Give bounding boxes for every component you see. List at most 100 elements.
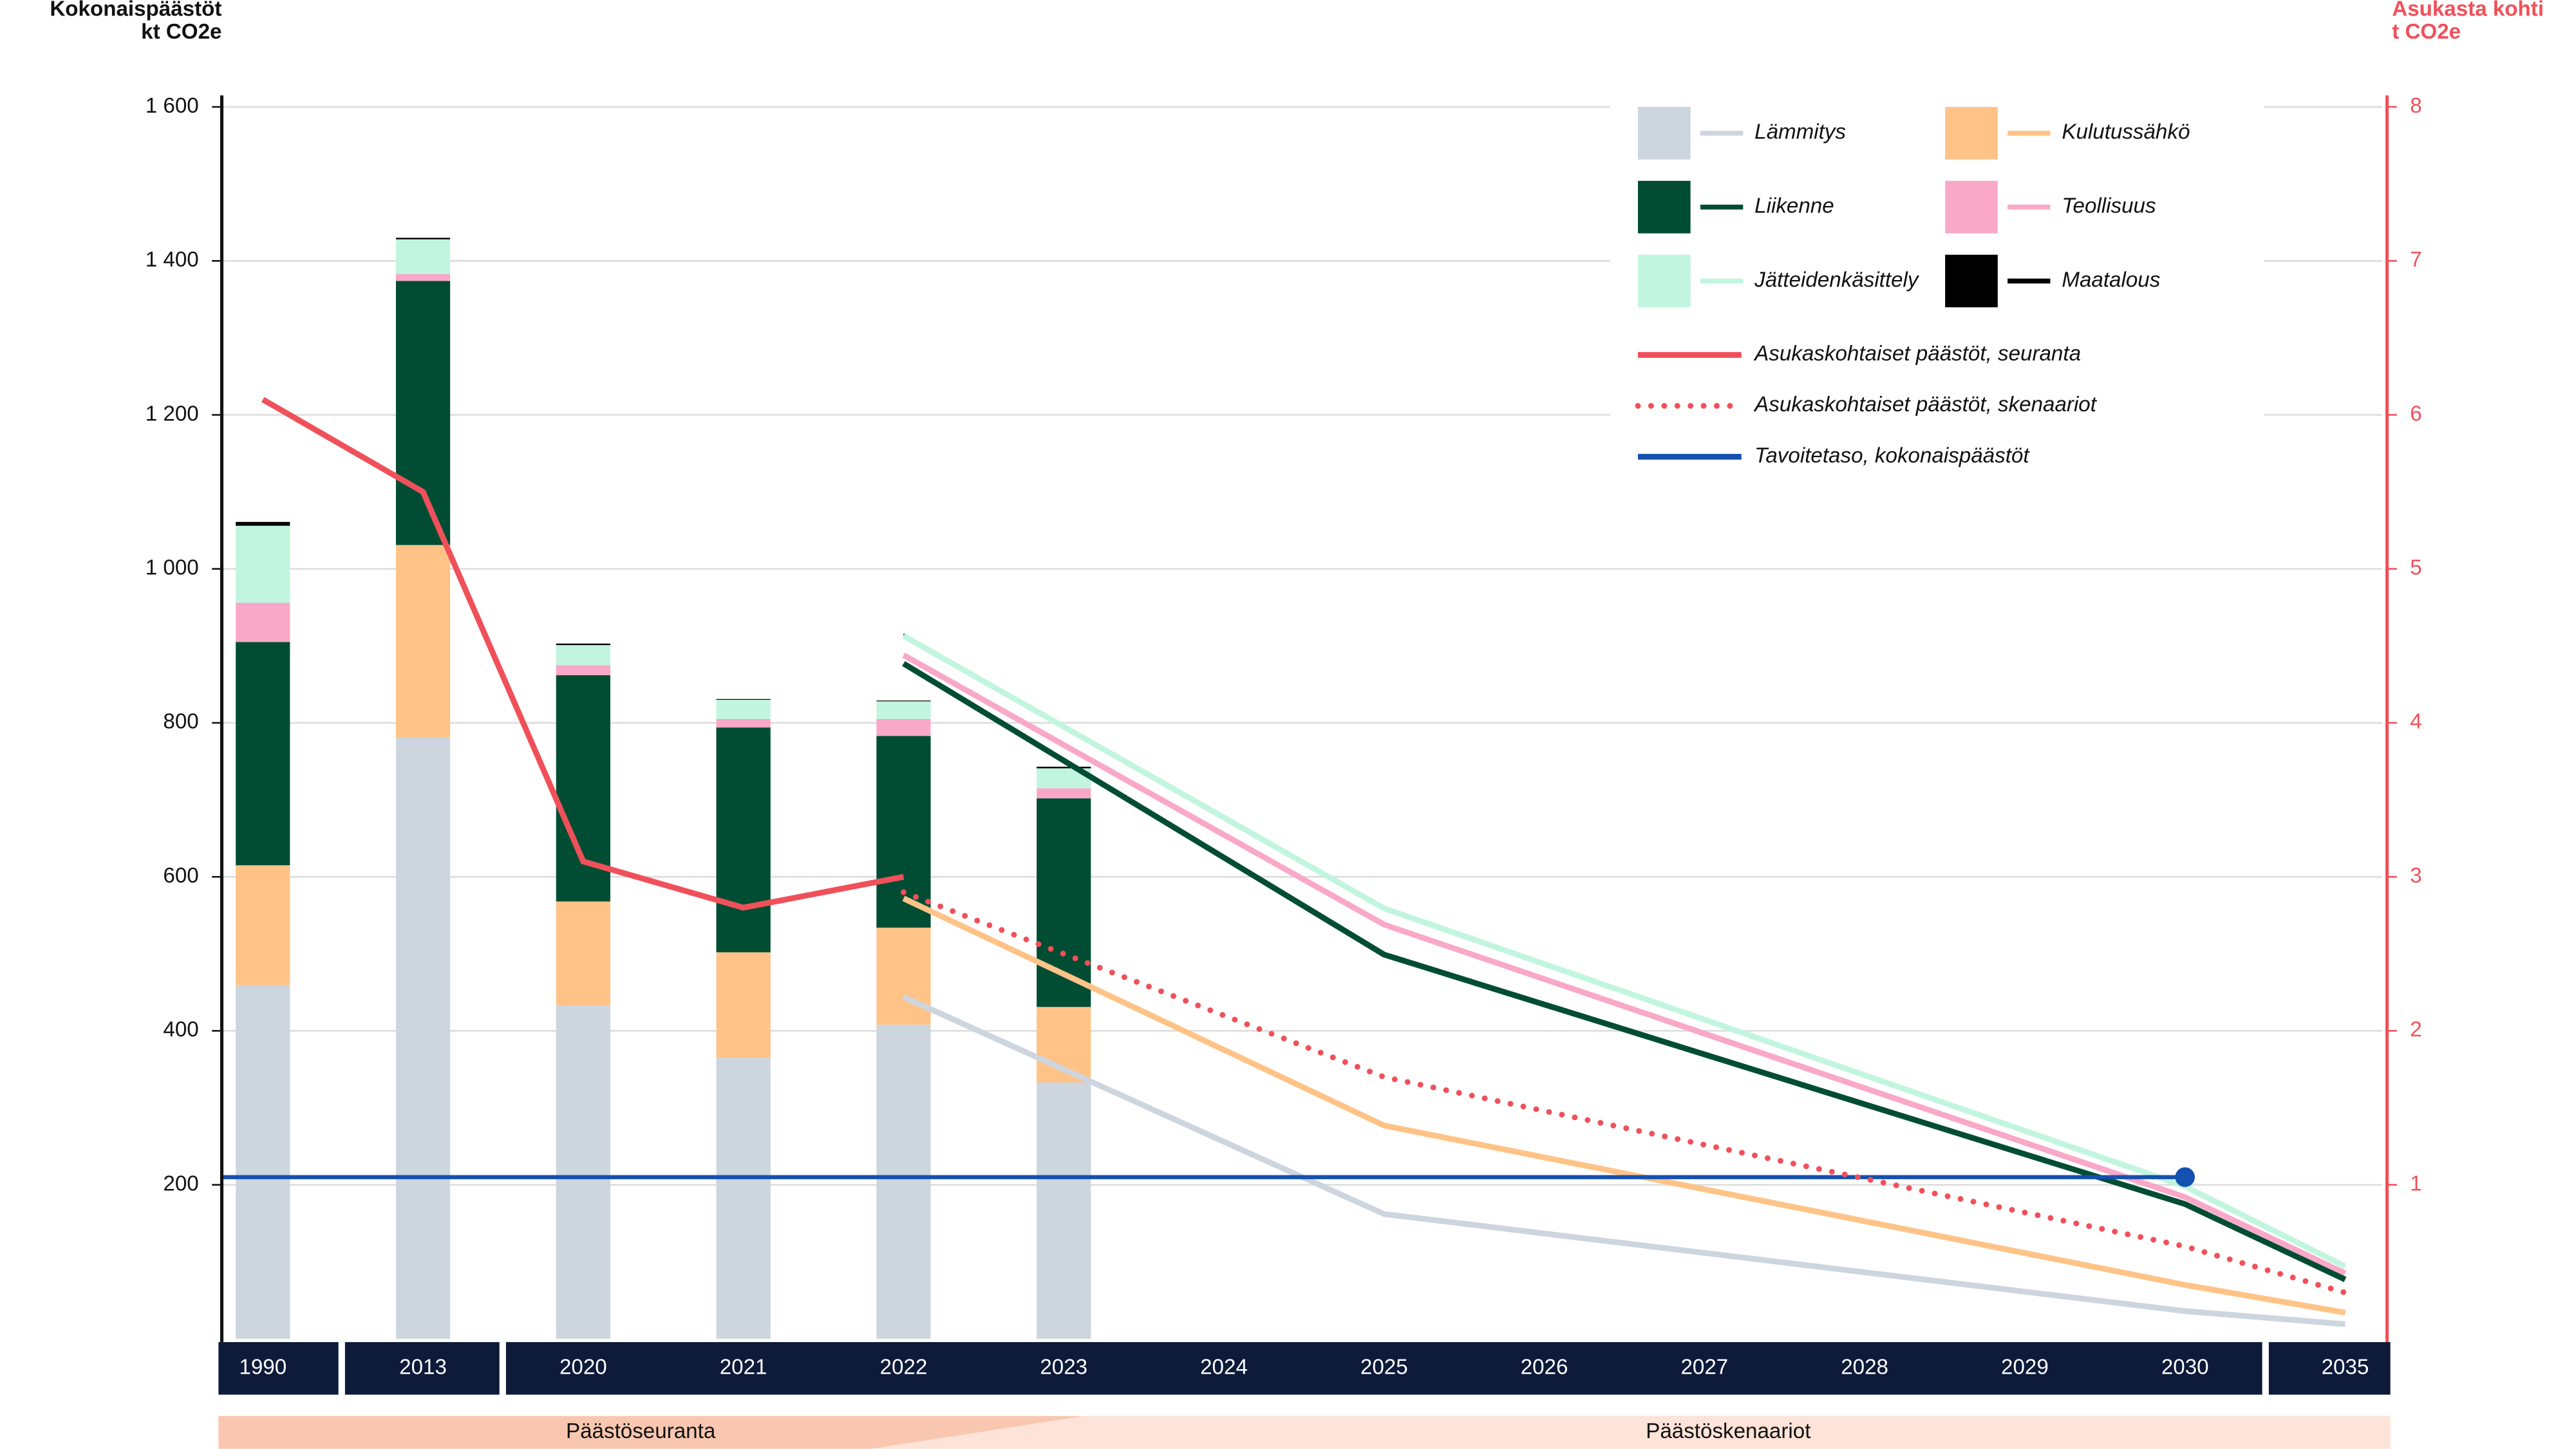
legend-label: Jätteidenkäsittely — [1754, 268, 1920, 292]
legend-label: Asukaskohtaiset päästöt, seuranta — [1753, 342, 2081, 366]
bar-segment — [236, 521, 290, 526]
target-point — [2175, 1167, 2195, 1187]
scenario-line — [902, 994, 2346, 1327]
bar-segment — [395, 737, 451, 1339]
x-tick-label: 1990 — [239, 1356, 287, 1379]
bar-segment — [236, 642, 290, 866]
bar-segment — [236, 603, 290, 642]
bar-segment — [236, 865, 290, 986]
y-tick-label: 800 — [163, 710, 198, 734]
x-tick-label: 2023 — [1040, 1356, 1087, 1379]
legend-swatch — [1638, 107, 1691, 160]
bar-segment — [556, 901, 610, 1005]
y-tick-label: 200 — [163, 1172, 198, 1195]
x-tick-label: 2030 — [2161, 1356, 2209, 1379]
x-tick-label: 2035 — [2322, 1356, 2369, 1379]
bar-segment — [236, 985, 290, 1339]
bar-segment — [716, 727, 771, 953]
phase-label: Päästöseuranta — [566, 1419, 716, 1443]
scenario-line — [902, 652, 2347, 1276]
legend-swatch — [1945, 254, 1998, 308]
x-tick-label: 2026 — [1521, 1356, 1568, 1379]
y-tick-label: 600 — [163, 864, 198, 888]
bar-segment — [876, 736, 931, 928]
y2-tick-label: 2 — [2410, 1018, 2421, 1042]
y2-tick-label: 7 — [2410, 248, 2421, 272]
bar-segment — [716, 1058, 771, 1339]
x-tick-label: 2020 — [559, 1356, 607, 1379]
legend-swatch — [1638, 180, 1691, 234]
scenario-line — [903, 633, 2346, 1266]
bar-segment — [716, 700, 771, 719]
y2-tick-label: 5 — [2410, 556, 2421, 579]
bar-segment — [716, 718, 771, 728]
bar-segment — [395, 281, 451, 545]
bars — [236, 238, 1091, 1339]
y-title: Kokonaispäästöt — [50, 0, 221, 21]
x-axis-band — [218, 1341, 2391, 1395]
phase-label: Päästöskenaariot — [1646, 1419, 1810, 1443]
y2-title: Asukasta kohti — [2392, 0, 2544, 21]
bar-segment — [395, 545, 451, 738]
y-title: kt CO2e — [141, 20, 221, 44]
x-tick-label: 2025 — [1360, 1356, 1408, 1379]
legend-label: Maatalous — [2062, 268, 2160, 292]
bar-segment — [876, 928, 931, 1025]
bar-segment — [1037, 1082, 1091, 1339]
scenario-line — [902, 633, 2347, 1269]
legend-label: Lämmitys — [1754, 120, 1846, 144]
x-tick-label: 2021 — [720, 1356, 767, 1379]
legend-label: Asukaskohtaiset päästöt, skenaariot — [1753, 393, 2098, 416]
y-tick-label: 1 600 — [146, 94, 199, 118]
x-tick-label: 2028 — [1841, 1356, 1888, 1379]
bar-segment — [556, 1005, 610, 1339]
band-gap — [338, 1341, 345, 1395]
bar-segment — [716, 698, 771, 700]
bar-segment — [556, 643, 610, 646]
band-gap — [2262, 1341, 2269, 1395]
scenario-line — [902, 895, 2346, 1316]
bar-segment — [395, 238, 451, 239]
y2-tick-label: 6 — [2410, 402, 2421, 425]
bar-segment — [556, 645, 610, 666]
y2-tick-label: 4 — [2410, 710, 2421, 734]
bar-segment — [1037, 767, 1091, 769]
x-tick-label: 2024 — [1200, 1356, 1248, 1379]
x-tick-label: 2027 — [1680, 1356, 1728, 1379]
y-tick-label: 400 — [163, 1018, 198, 1042]
bar-segment — [1037, 788, 1091, 799]
x-tick-label: 2029 — [2001, 1356, 2049, 1379]
y-tick-label: 1 000 — [146, 556, 199, 579]
legend-label: Teollisuus — [2062, 194, 2156, 218]
bar-segment — [876, 700, 931, 702]
legend-label: Tavoitetaso, kokonaispäästöt — [1754, 444, 2030, 467]
phase-band — [218, 1416, 1085, 1449]
legend: Lämmitys Kulutussähkö Liikenne Teollisuus Jä… — [1635, 107, 2190, 467]
bar-segment — [395, 239, 451, 274]
per-capita-line — [900, 889, 2348, 1296]
y2-title: t CO2e — [2392, 20, 2461, 44]
y-tick-label: 1 200 — [146, 402, 199, 425]
x-tick-label: 2013 — [399, 1356, 447, 1379]
legend-swatch — [1945, 180, 1998, 234]
bar-segment — [395, 274, 451, 281]
x-labels: 1990 2013 2020 2021 2022 2023 2024 2025 2026 2027… — [239, 1356, 2369, 1379]
bar-segment — [556, 665, 610, 675]
y-tick-label: 1 400 — [146, 248, 199, 272]
legend-swatch — [1945, 107, 1998, 160]
y2-tick-label: 8 — [2410, 94, 2421, 118]
bar-segment — [876, 701, 931, 719]
bar-segment — [876, 718, 931, 736]
legend-label: Kulutussähkö — [2062, 120, 2190, 144]
legend-swatch — [1638, 254, 1691, 308]
lines — [221, 397, 2348, 1327]
legend-label: Liikenne — [1754, 194, 1834, 218]
y2-tick-label: 1 — [2410, 1172, 2421, 1195]
bar-segment — [716, 952, 771, 1058]
legend-box — [1610, 95, 2264, 490]
band-gap — [499, 1341, 506, 1395]
scenario-line — [902, 661, 2347, 1282]
bar-segment — [876, 1024, 931, 1339]
per-capita-line — [261, 397, 905, 911]
